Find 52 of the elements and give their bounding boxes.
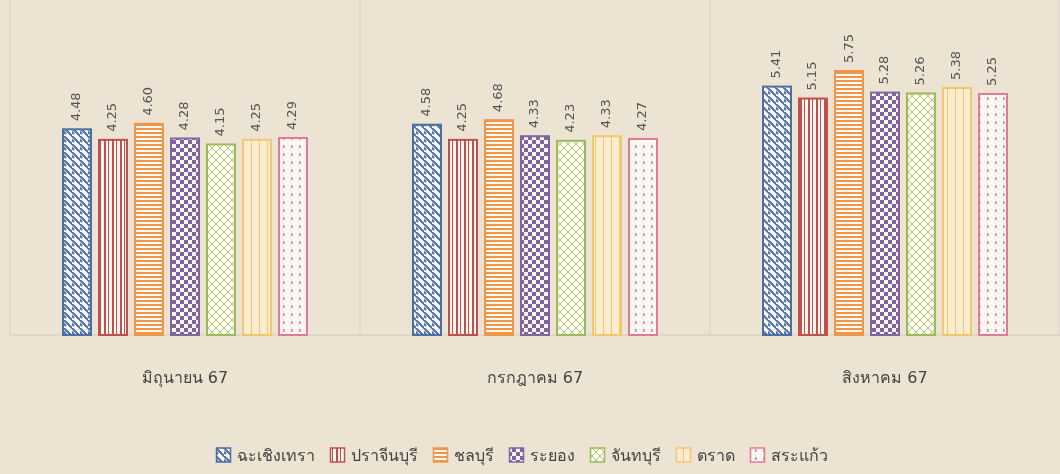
legend-label: สระแก้ว bbox=[770, 446, 828, 465]
bar bbox=[484, 119, 514, 336]
data-label: 4.15 bbox=[212, 107, 228, 137]
legend-label: ฉะเชิงเทรา bbox=[236, 446, 315, 465]
data-label: 4.68 bbox=[490, 83, 506, 113]
bar bbox=[978, 92, 1008, 336]
legend-label: ปราจีนบุรี bbox=[350, 446, 418, 466]
legend-label: จันทบุรี bbox=[610, 446, 661, 466]
data-label: 5.75 bbox=[840, 34, 856, 63]
bar bbox=[134, 122, 164, 336]
data-label: 4.29 bbox=[284, 101, 300, 131]
data-label: 4.33 bbox=[598, 99, 614, 129]
bar bbox=[628, 137, 658, 336]
x-tick-label: สิงหาคม 67 bbox=[842, 368, 928, 387]
data-label: 5.25 bbox=[984, 57, 1000, 86]
bar bbox=[278, 137, 308, 336]
data-label: 4.27 bbox=[634, 102, 650, 131]
bar bbox=[520, 135, 550, 336]
data-label: 5.38 bbox=[948, 51, 964, 80]
legend-label: ตราด bbox=[696, 446, 735, 465]
data-label: 4.25 bbox=[104, 102, 120, 132]
bar bbox=[242, 138, 272, 336]
bar bbox=[556, 139, 586, 336]
data-label: 4.60 bbox=[140, 86, 156, 116]
bar bbox=[942, 86, 972, 336]
data-label: 5.26 bbox=[912, 56, 928, 86]
data-label: 4.33 bbox=[526, 99, 542, 129]
bar bbox=[62, 128, 92, 336]
legend-label: ระยอง bbox=[529, 446, 575, 465]
bar bbox=[870, 91, 900, 336]
data-label: 4.58 bbox=[418, 87, 434, 117]
data-label: 5.41 bbox=[768, 49, 784, 79]
bar bbox=[98, 138, 128, 336]
data-label: 4.48 bbox=[68, 92, 84, 122]
x-tick-label: มิถุนายน 67 bbox=[141, 368, 229, 388]
data-label: 4.25 bbox=[454, 102, 470, 132]
bar bbox=[906, 92, 936, 336]
bar bbox=[592, 135, 622, 336]
bar bbox=[798, 97, 828, 336]
bar bbox=[412, 123, 442, 336]
bar bbox=[834, 70, 864, 336]
legend-label: ชลบุรี bbox=[453, 446, 494, 466]
bar bbox=[762, 85, 792, 336]
data-label: 4.28 bbox=[176, 101, 192, 131]
data-label: 5.28 bbox=[876, 55, 892, 85]
data-label: 5.15 bbox=[804, 61, 820, 91]
data-label: 4.25 bbox=[248, 102, 264, 132]
bar bbox=[170, 137, 200, 336]
data-label: 4.23 bbox=[562, 103, 578, 133]
bar bbox=[206, 143, 236, 336]
bar bbox=[448, 138, 478, 336]
x-tick-label: กรกฎาคม 67 bbox=[486, 368, 584, 387]
